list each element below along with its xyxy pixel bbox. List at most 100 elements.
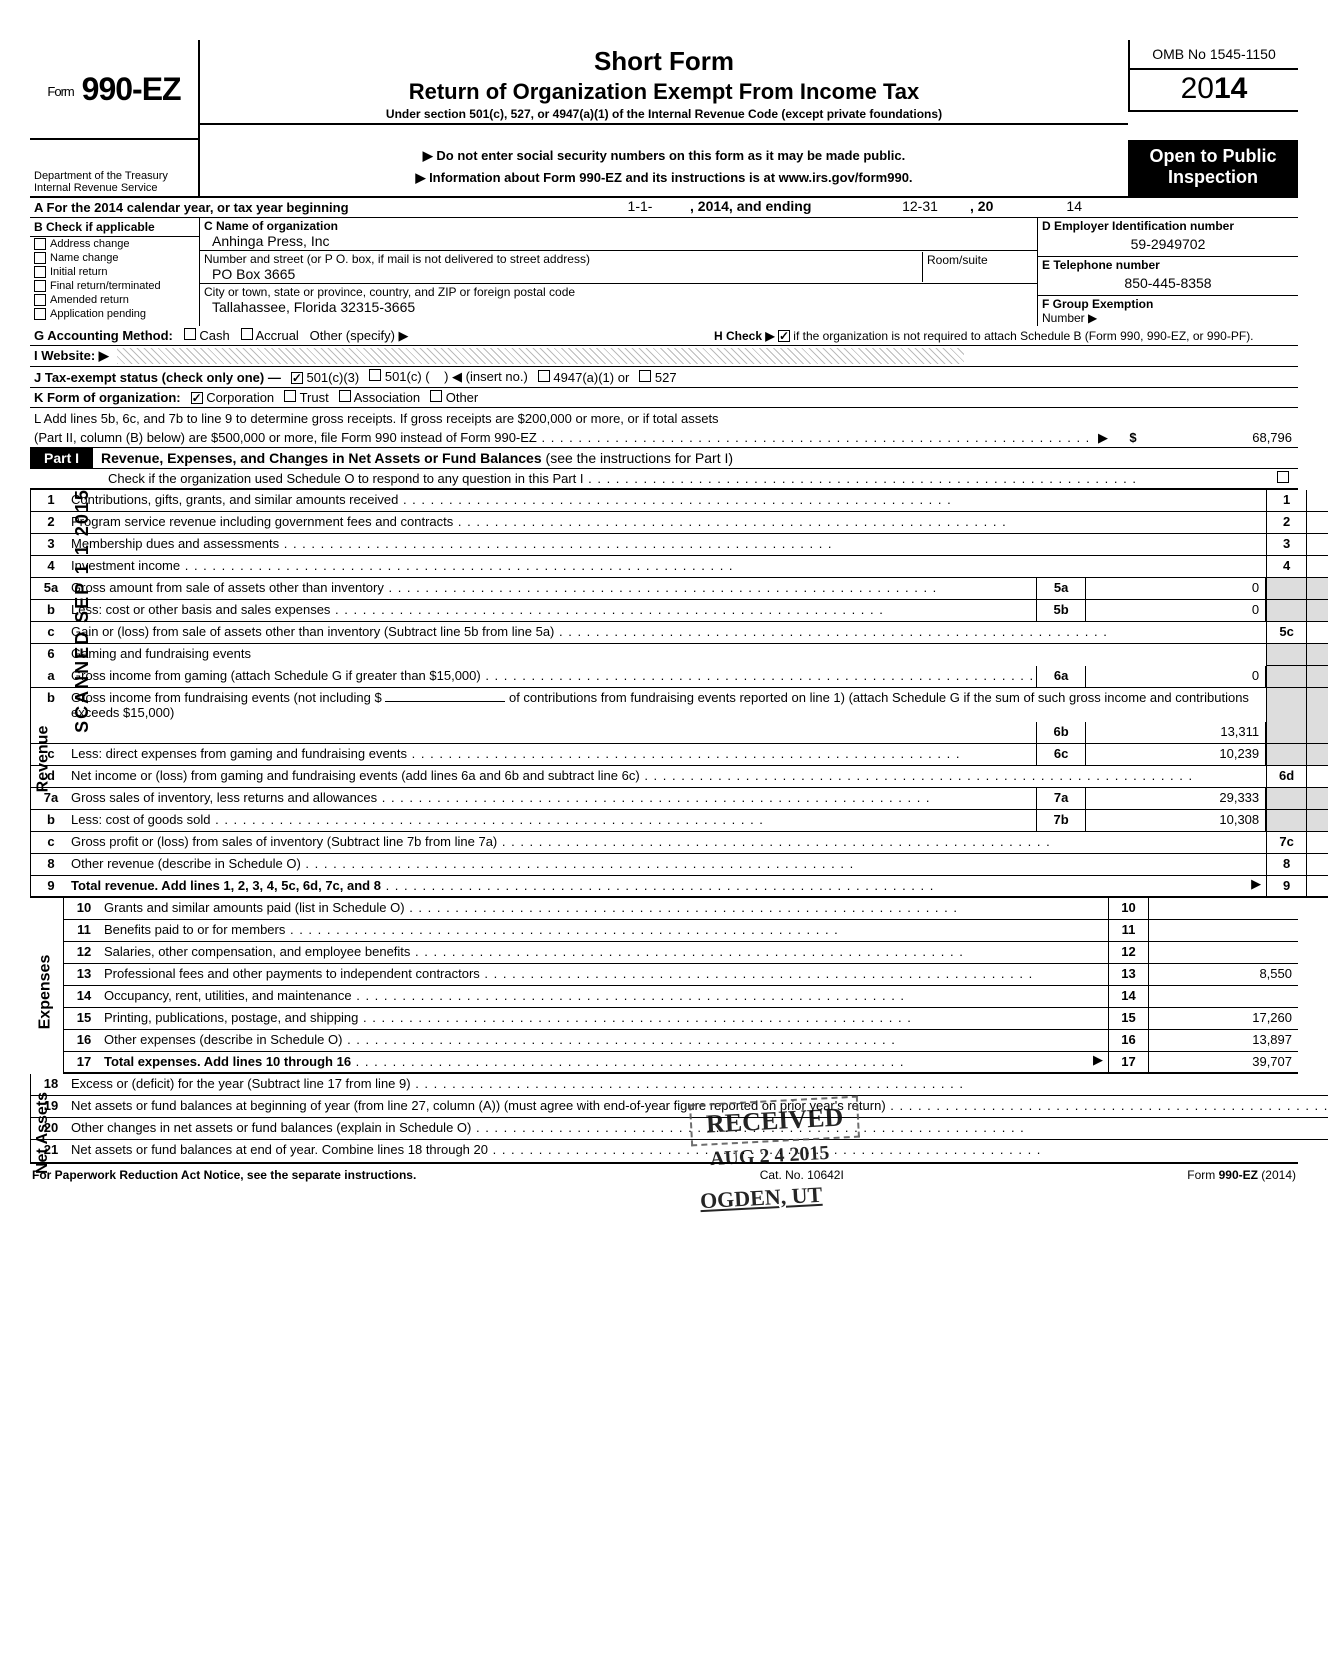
line-6: 6 Gaming and fundraising events	[31, 644, 1328, 666]
l-text1: L Add lines 5b, 6c, and 7b to line 9 to …	[30, 410, 723, 427]
line-6b-2: 6b 13,311	[31, 722, 1328, 744]
line-5a-value: 0	[1086, 578, 1266, 599]
side-expenses: Expenses	[30, 898, 64, 1074]
expenses-section: Expenses 10Grants and similar amounts pa…	[30, 898, 1298, 1074]
chk-final-return[interactable]: Final return/terminated	[30, 279, 199, 293]
line-1-value: 25,002	[1306, 490, 1328, 511]
open-line2: Inspection	[1132, 167, 1294, 188]
checkbox-icon[interactable]	[241, 328, 253, 340]
c-name-row: C Name of organization Anhinga Press, In…	[200, 218, 1037, 251]
line-5a: 5a Gross amount from sale of assets othe…	[31, 578, 1328, 600]
checkbox-icon[interactable]	[369, 369, 381, 381]
form-page: SCANNED SEP 1 1 2015 Form 990-EZ Short F…	[30, 40, 1298, 1186]
checkbox-icon	[34, 266, 46, 278]
g-label: G Accounting Method:	[34, 328, 173, 343]
dept-irs: Internal Revenue Service	[34, 182, 194, 194]
chk-name-change[interactable]: Name change	[30, 251, 199, 265]
website-field[interactable]	[117, 348, 964, 364]
line-2-value: 0	[1306, 512, 1328, 533]
ssn-warning: ▶ Do not enter social security numbers o…	[208, 148, 1120, 164]
line-9-value: 48,253	[1306, 876, 1328, 896]
line-8-value: 1,150	[1306, 854, 1328, 875]
line-1: 1 Contributions, gifts, grants, and simi…	[31, 490, 1328, 512]
c-city-row: City or town, state or province, country…	[200, 284, 1037, 316]
dept-treasury: Department of the Treasury	[34, 170, 194, 182]
scanned-stamp: SCANNED SEP 1 1 2015	[72, 488, 93, 733]
ogden-stamp: OGDEN, UT	[699, 1182, 822, 1214]
line-17: 17Total expenses. Add lines 10 through 1…	[64, 1052, 1298, 1074]
line-g-h: G Accounting Method: Cash Accrual Other …	[30, 326, 1298, 346]
checkbox-icon[interactable]	[191, 392, 203, 404]
checkbox-icon	[34, 238, 46, 250]
line-14-value	[1148, 986, 1298, 1007]
header-row: Form 990-EZ Short Form Return of Organiz…	[30, 40, 1298, 140]
line-9: 9 Total revenue. Add lines 1, 2, 3, 4, 5…	[31, 876, 1328, 898]
chk-address-change[interactable]: Address change	[30, 237, 199, 251]
l-amount: 68,796	[1148, 428, 1298, 447]
checkbox-icon[interactable]	[639, 370, 651, 382]
j-label: J Tax-exempt status (check only one) —	[34, 370, 281, 385]
checkbox-icon[interactable]	[284, 390, 296, 402]
line-15: 15Printing, publications, postage, and s…	[64, 1008, 1298, 1030]
line-5b-value: 0	[1086, 600, 1266, 621]
e-hdr: E Telephone number	[1042, 258, 1160, 272]
checkbox-icon[interactable]	[778, 330, 790, 342]
part-1-sub: Check if the organization used Schedule …	[30, 469, 1298, 489]
l-text2: (Part II, column (B) below) are $500,000…	[34, 430, 537, 445]
footer-form: Form 990-EZ (2014)	[1187, 1168, 1296, 1182]
side-revenue: Revenue	[30, 490, 31, 898]
checkbox-icon[interactable]	[339, 390, 351, 402]
checkbox-icon[interactable]	[430, 390, 442, 402]
page-footer: For Paperwork Reduction Act Notice, see …	[30, 1164, 1298, 1186]
d-ein-row: D Employer Identification number 59-2949…	[1038, 218, 1298, 257]
org-name: Anhinga Press, Inc	[204, 233, 1033, 249]
column-c: C Name of organization Anhinga Press, In…	[200, 218, 1038, 326]
b-header: B Check if applicable	[30, 218, 199, 237]
checkbox-icon	[34, 294, 46, 306]
line-l1: L Add lines 5b, 6c, and 7b to line 9 to …	[30, 408, 1298, 428]
line-15-value: 17,260	[1148, 1008, 1298, 1029]
checkbox-icon[interactable]	[538, 370, 550, 382]
room-suite-hdr: Room/suite	[923, 252, 1033, 282]
open-line1: Open to Public	[1132, 146, 1294, 167]
k-trust: Trust	[300, 390, 329, 405]
line-2: 2 Program service revenue including gove…	[31, 512, 1328, 534]
chk-initial-return[interactable]: Initial return	[30, 265, 199, 279]
k-other: Other	[446, 390, 479, 405]
column-b: B Check if applicable Address change Nam…	[30, 218, 200, 326]
line-10-value	[1148, 898, 1298, 919]
line-20: 20Other changes in net assets or fund ba…	[31, 1118, 1328, 1140]
line-6c-value: 10,239	[1086, 744, 1266, 765]
row-a-comma20: , 20	[970, 198, 993, 214]
j-501c3: 501(c)(3)	[306, 370, 359, 385]
line-8: 8 Other revenue (describe in Schedule O)…	[31, 854, 1328, 876]
org-city: Tallahassee, Florida 32315-3665	[204, 299, 1033, 315]
line-19: 19Net assets or fund balances at beginni…	[31, 1096, 1328, 1118]
j-501c: 501(c) (	[385, 369, 430, 384]
checkbox-icon[interactable]	[291, 372, 303, 384]
omb-number: OMB No 1545-1150	[1130, 40, 1298, 70]
netassets-rows: 18Excess or (deficit) for the year (Subt…	[31, 1074, 1328, 1162]
side-netassets: Net Assets	[30, 1074, 31, 1162]
checkbox-icon[interactable]	[184, 328, 196, 340]
instructions-block: ▶ Do not enter social security numbers o…	[200, 140, 1128, 198]
h-tail: if the organization is not required to a…	[793, 329, 1253, 343]
checkbox-icon[interactable]	[1277, 471, 1289, 483]
department-box: Department of the Treasury Internal Reve…	[30, 140, 200, 198]
chk-app-pending[interactable]: Application pending	[30, 307, 199, 321]
line-j: J Tax-exempt status (check only one) — 5…	[30, 367, 1298, 388]
row-a-end-month: 12-31	[870, 198, 970, 217]
line-14: 14Occupancy, rent, utilities, and mainte…	[64, 986, 1298, 1008]
k-label: K Form of organization:	[34, 390, 181, 405]
line-11-value	[1148, 920, 1298, 941]
f-hdr: F Group Exemption	[1042, 297, 1153, 311]
row-a-mid2: , 2014, and ending	[690, 198, 811, 214]
line-4-value: 4	[1306, 556, 1328, 577]
line-6a: a Gross income from gaming (attach Sched…	[31, 666, 1328, 688]
part-1-header: Part I Revenue, Expenses, and Changes in…	[30, 448, 1298, 469]
line-5b: b Less: cost or other basis and sales ex…	[31, 600, 1328, 622]
h-label: H Check ▶	[714, 329, 775, 343]
right-header-box: OMB No 1545-1150 2014	[1128, 40, 1298, 112]
arrow-icon: ▶	[1088, 430, 1118, 446]
chk-amended[interactable]: Amended return	[30, 293, 199, 307]
